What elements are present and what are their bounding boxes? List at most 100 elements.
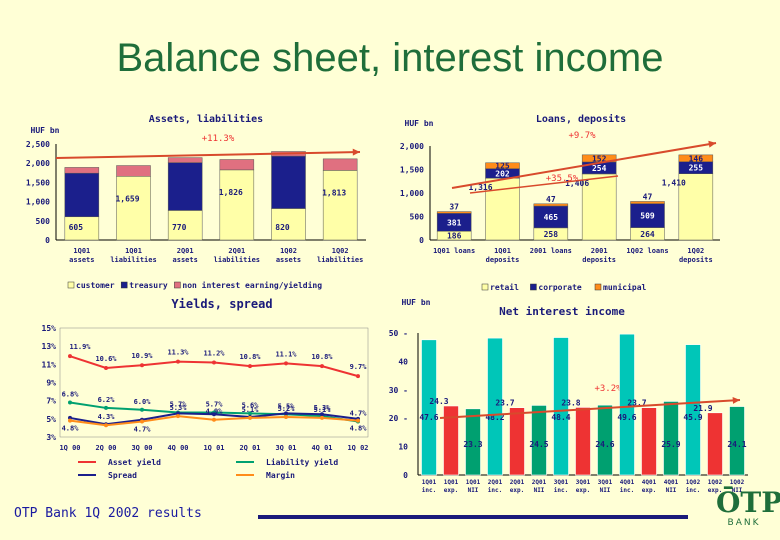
chart3-data-label: 10.9%	[131, 352, 153, 360]
chart1-x-tick: 1Q02	[280, 247, 297, 255]
chart3-data-label: 5.5%	[278, 402, 296, 410]
chart1-y-tick: 2,500	[26, 140, 50, 149]
chart2-data-label: 47	[643, 192, 653, 201]
chart4-bar-nii	[663, 401, 679, 476]
chart1-bar-non	[64, 167, 100, 174]
chart1-growth-label: +11.3%	[202, 134, 235, 144]
chart3-legend-label: Margin	[266, 470, 295, 480]
chart3-data-label: 6.0%	[134, 398, 152, 406]
chart3-point	[320, 415, 324, 420]
chart4-y-tick: 30 -	[389, 386, 408, 395]
chart1-data-label: 770	[172, 223, 187, 232]
chart3-point	[68, 418, 72, 423]
logo-mark: ŌTP	[716, 486, 780, 519]
chart1-legend-label: treasury	[129, 281, 168, 290]
chart3-point	[212, 417, 216, 422]
chart3-point	[104, 365, 108, 370]
chart2-bar-municipal	[485, 162, 520, 169]
chart2-data-label: 202	[495, 169, 510, 178]
chart3-title: Yields, spread	[171, 297, 272, 311]
chart2-growth-arrow-head	[708, 140, 716, 148]
chart4-x-tick: exp.	[510, 487, 524, 494]
chart2-bar-retail	[678, 173, 714, 241]
chart1-y-tick: 500	[36, 217, 51, 226]
page-title: Balance sheet, interest income	[116, 36, 664, 80]
footer-rule	[258, 515, 688, 519]
chart2-legend-label: municipal	[603, 282, 647, 292]
chart1-title: Assets, liabilities	[149, 113, 263, 125]
chart2-data-label: 258	[544, 230, 559, 239]
chart2-data-label: 1,406	[565, 179, 589, 188]
chart3-point	[104, 405, 108, 410]
chart3-data-label: 5.7%	[170, 400, 188, 408]
chart3-x-tick: 3Q 01	[275, 444, 296, 452]
chart1-x-tick: 1Q01	[73, 247, 90, 255]
chart3-data-label: 6.8%	[62, 390, 80, 398]
chart3-data-label: 5.6%	[242, 401, 260, 409]
chart2-data-label: 125	[495, 162, 510, 171]
chart2-data-label: 186	[447, 232, 462, 241]
chart3-point	[284, 415, 288, 420]
chart4-x-tick: 4Q01	[642, 479, 657, 486]
chart1-x-tick: liabilities	[110, 256, 156, 264]
chart3-legend-label: Spread	[108, 471, 137, 480]
chart1-bar-customer	[322, 170, 358, 241]
chart3-x-tick: 1Q 02	[347, 444, 368, 452]
chart3-data-label: 10.8%	[311, 353, 333, 361]
chart1-growth-arrow	[55, 151, 361, 159]
chart4-data-label: 24.5	[529, 440, 548, 449]
chart3-legend-label: Asset yield	[108, 457, 161, 467]
footer-text: OTP Bank 1Q 2002 results	[14, 506, 202, 521]
chart1-bar-non	[167, 157, 203, 163]
chart2-bar-municipal	[678, 154, 714, 162]
chart3-y-tick: 13%	[42, 342, 57, 351]
chart3-point	[248, 415, 252, 420]
chart3-data-label: 4.7%	[134, 426, 152, 434]
chart3-data-label: 5.7%	[206, 400, 224, 408]
chart1-x-tick: assets	[69, 256, 94, 264]
chart4-x-tick: exp.	[708, 487, 722, 494]
chart3-point	[140, 363, 144, 368]
chart4-x-tick: 1Q02	[686, 479, 701, 486]
chart4-x-tick: 3Q01	[598, 479, 613, 486]
chart4-bar-inc	[421, 339, 437, 476]
chart4-data-label: 48.2	[485, 413, 504, 422]
chart3-data-label: 5.3%	[314, 404, 332, 412]
chart2-x-tick: 2001 loans	[530, 247, 572, 255]
chart4-data-label: 47.6	[419, 413, 438, 422]
chart2-x-tick: 1Q02	[687, 247, 704, 255]
chart3-point	[176, 359, 180, 364]
chart3-data-label: 5.2%	[278, 405, 296, 413]
chart2-x-tick: 1Q01 loans	[433, 247, 475, 255]
chart3-data-label: 11.9%	[69, 343, 91, 351]
chart3-y-tick: 9%	[46, 379, 56, 388]
chart1-x-tick: liabilities	[214, 256, 260, 264]
chart1-data-label: 1,826	[219, 188, 243, 197]
chart2-data-label: 37	[449, 203, 459, 212]
chart4-bar-nii	[597, 404, 613, 476]
chart2-title: Loans, deposits	[536, 113, 626, 125]
chart1-y-tick: 0	[45, 236, 50, 245]
chart1-bar-customer	[271, 208, 306, 241]
chart2-x-tick: 2001	[591, 247, 608, 255]
chart3-x-tick: 3Q 00	[131, 444, 152, 452]
chart3-point	[320, 412, 324, 417]
chart4-x-tick: inc.	[686, 487, 700, 494]
chart4-x-tick: NII	[666, 487, 677, 494]
chart1-bar-customer	[167, 210, 203, 241]
chart1-data-label: 605	[69, 223, 84, 232]
chart4-x-tick: inc.	[488, 487, 502, 494]
chart1-bar-customer	[116, 176, 151, 241]
chart4-data-label: 45.9	[683, 413, 702, 422]
chart2-data-label: 1,410	[662, 179, 686, 188]
chart2-x-tick: 1Q01	[494, 247, 511, 255]
chart4-x-tick: 1Q01	[466, 479, 481, 486]
chart2-x-tick: deposits	[679, 256, 713, 264]
otp-bank-logo: ŌTP BANK	[716, 486, 780, 536]
chart3-point	[248, 411, 252, 416]
chart4-bar-exp	[707, 412, 723, 476]
chart4-x-tick: 1Q01	[422, 479, 437, 486]
logo-text: BANK	[727, 518, 761, 528]
chart4-y-tick: 20 -	[389, 414, 408, 423]
chart3-point	[176, 414, 180, 419]
